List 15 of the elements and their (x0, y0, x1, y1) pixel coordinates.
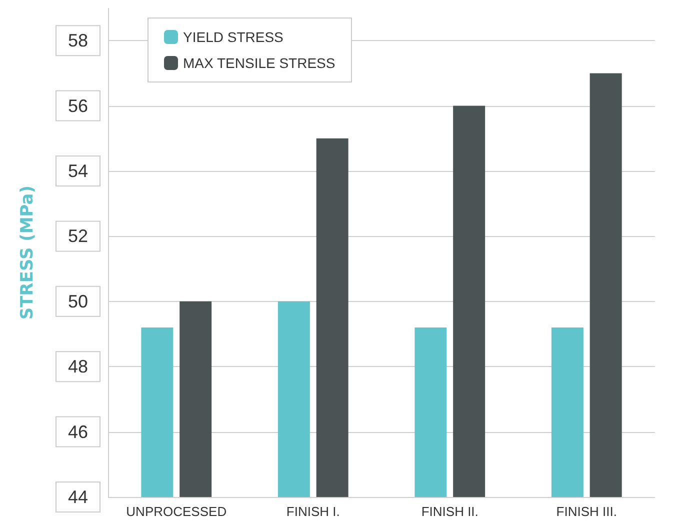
legend-label: YIELD STRESS (183, 29, 284, 45)
x-tick-label: UNPROCESSED (126, 504, 227, 519)
y-tick-label: 54 (68, 161, 88, 181)
legend-label: MAX TENSILE STRESS (183, 55, 336, 71)
y-tick-label: 48 (68, 356, 88, 377)
y-axis-title: STRESS (MPa) (18, 185, 38, 320)
x-tick-label: FINISH III. (556, 504, 617, 519)
y-tick-label: 50 (68, 291, 88, 312)
y-tick-label: 46 (68, 422, 88, 442)
y-tick-label: 52 (68, 226, 88, 246)
y-tick-label: 58 (68, 30, 88, 51)
y-tick-label: 44 (68, 487, 88, 507)
x-tick-label: FINISH I. (286, 504, 340, 519)
y-tick-label: 56 (68, 96, 88, 116)
x-tick-label: FINISH II. (421, 504, 478, 519)
